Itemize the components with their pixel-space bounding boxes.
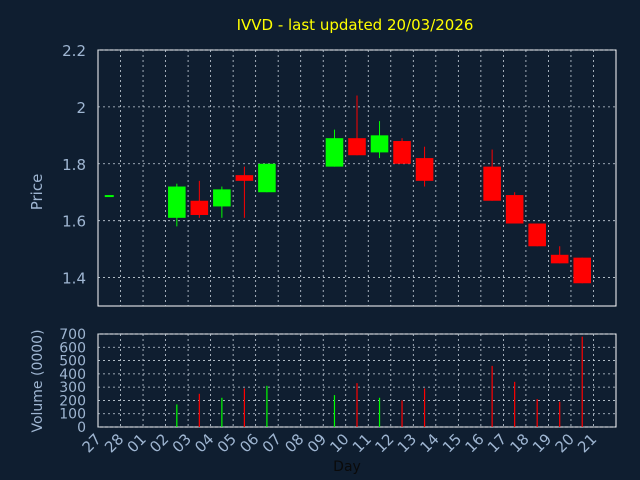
candle-body: [235, 175, 254, 181]
candle-body: [483, 166, 501, 201]
candle-body: [550, 254, 569, 264]
price-y-tick-label: 2: [76, 99, 86, 117]
x-ticks: 2728010203040506070809101112131415161718…: [79, 430, 601, 456]
candle-body: [505, 195, 524, 224]
volume-y-tick-label: 400: [59, 367, 86, 383]
volume-y-tick-label: 500: [59, 354, 86, 370]
candle-body: [190, 200, 209, 215]
volume-y-tick-label: 200: [59, 393, 86, 409]
price-panel: 1.4 1.6 1.8 2 2.2 Price: [28, 42, 617, 307]
candle-body: [528, 223, 546, 247]
volume-bars: [176, 336, 583, 427]
price-y-tick-label: 1.6: [62, 213, 86, 231]
volume-y-tick-label: 700: [59, 327, 86, 343]
candle-body: [415, 158, 434, 181]
candle-body: [104, 195, 114, 198]
volume-y-tick-label: 300: [59, 380, 86, 396]
candle-body: [370, 135, 389, 153]
volume-y-tick-label: 100: [59, 407, 86, 423]
price-y-tick-label: 1.8: [62, 156, 86, 174]
candle-body: [168, 186, 186, 218]
candle-body: [393, 141, 411, 164]
volume-y-tick-label: 600: [59, 340, 86, 356]
candle-body: [348, 138, 366, 156]
candles: [104, 95, 592, 284]
chart-title: IVVD - last updated 20/03/2026: [237, 16, 474, 34]
x-axis-label: Day: [333, 459, 361, 475]
volume-gridlines: [98, 333, 616, 428]
candle-body: [258, 163, 276, 193]
price-y-tick-label: 1.4: [62, 270, 86, 288]
candle-body: [325, 138, 344, 167]
price-y-ticks: 1.4 1.6 1.8 2 2.2: [62, 42, 86, 288]
candle-body: [573, 257, 592, 284]
price-plot-area: [97, 49, 617, 307]
price-y-tick-label: 2.2: [62, 42, 86, 60]
candle-body: [213, 189, 231, 207]
volume-y-tick-label: 0: [77, 420, 86, 436]
price-axis-label: Price: [28, 174, 46, 211]
price-gridlines: [98, 49, 616, 306]
volume-axis-label: Volume (0000): [30, 329, 46, 432]
